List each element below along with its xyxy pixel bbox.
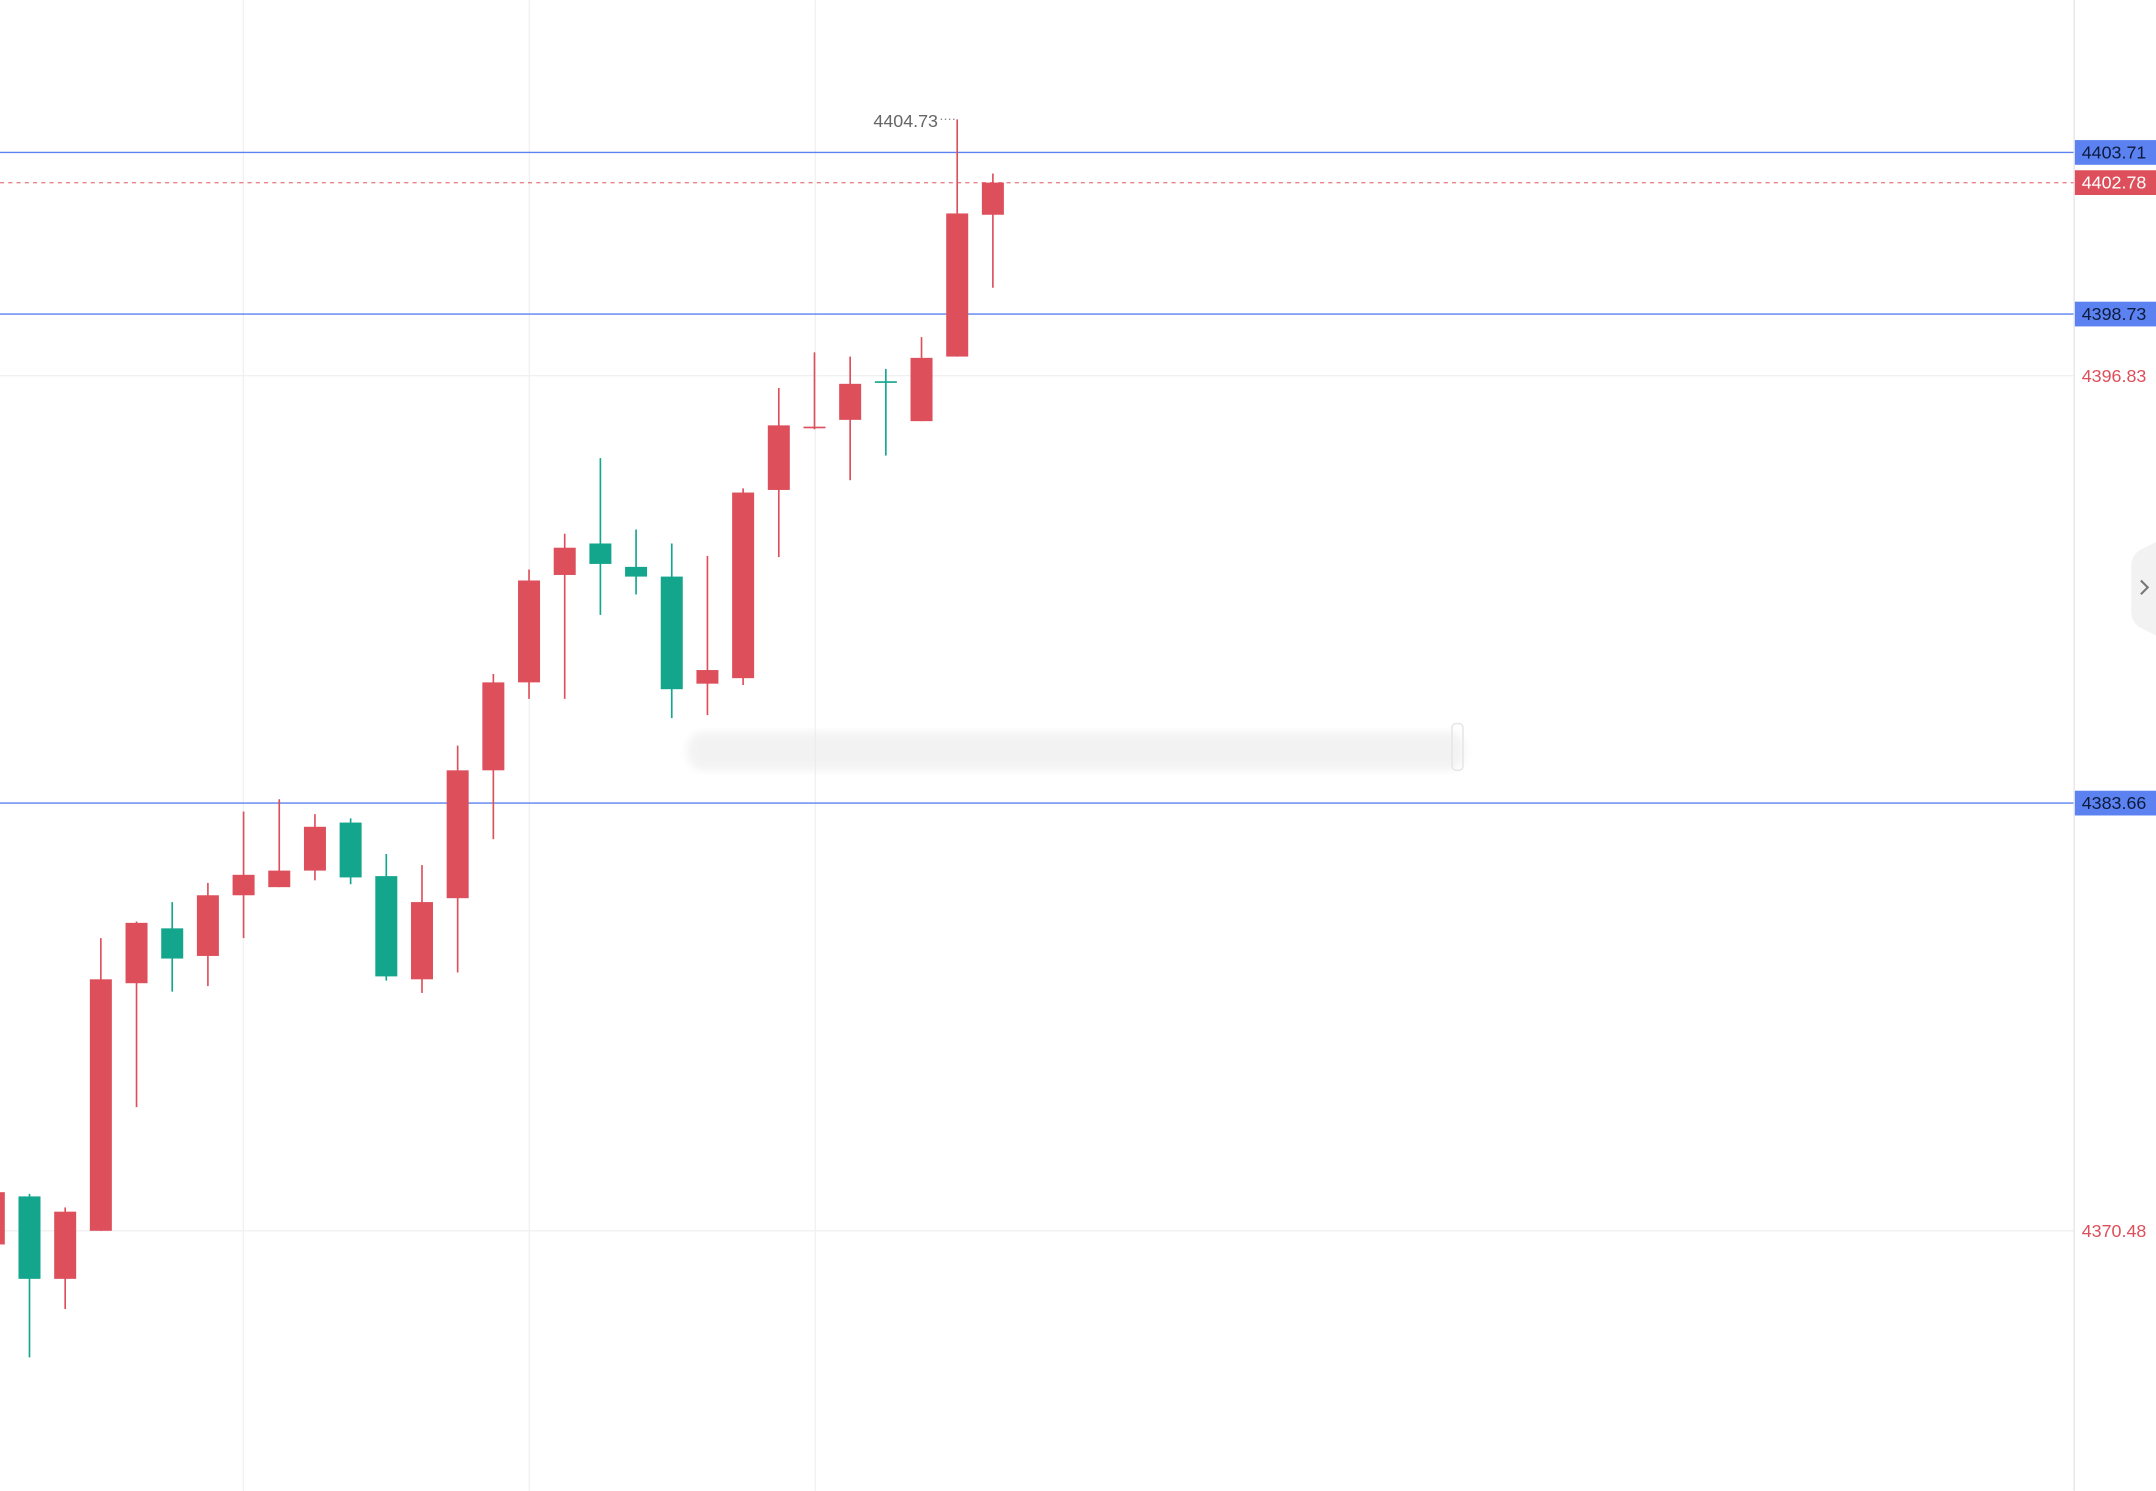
candle-body [553, 547, 576, 575]
scroll-indicator [687, 722, 1465, 771]
candle-body [946, 213, 969, 357]
candle-body [910, 357, 933, 422]
y-tick-label: 4370.48 [2082, 1221, 2147, 1241]
candle-body [446, 770, 469, 899]
candle-body [803, 426, 826, 429]
candle-body [196, 895, 219, 956]
candle-body [660, 576, 683, 690]
candle-body [696, 670, 719, 684]
candle-body [89, 979, 112, 1231]
candle-body [268, 870, 291, 888]
candle-body [54, 1211, 77, 1279]
candle-body [410, 902, 433, 980]
last-price-tag [2074, 170, 2156, 196]
price-lines [0, 151, 2074, 804]
price-line-tag [2074, 790, 2156, 816]
high-annotation: 4404.73 [873, 111, 938, 131]
candles [0, 119, 1004, 1358]
candle-body [375, 876, 398, 977]
last-price-label: 4402.78 [2082, 173, 2147, 193]
candle-body [732, 492, 755, 679]
candle-body [161, 928, 184, 959]
candle-body [625, 566, 648, 577]
price-line-label: 4403.71 [2082, 143, 2147, 163]
candle-body [303, 826, 326, 871]
side-tab-bg[interactable] [2131, 542, 2156, 636]
candle-body [18, 1196, 41, 1279]
price-line-tag [2074, 140, 2156, 165]
candle-body [232, 874, 255, 896]
scroll-bar-blur [687, 731, 1465, 771]
candle-body [0, 1192, 5, 1245]
candle-body [518, 580, 541, 683]
y-tick-label: 4396.83 [2082, 366, 2147, 386]
scroll-handle [1451, 722, 1464, 771]
price-line-label: 4383.66 [2082, 793, 2147, 813]
candle-body [339, 822, 362, 878]
candle-body [874, 381, 897, 383]
axis-labels: 4370.48 4396.83 4403.71 4398.73 4383.66 4402.… [873, 111, 2156, 1241]
price-line-tag [2074, 301, 2156, 327]
candle-body [839, 383, 862, 420]
candle-body [125, 922, 148, 984]
candle-body [589, 543, 612, 564]
price-line-label: 4398.73 [2082, 304, 2147, 324]
candle-body [767, 425, 790, 490]
chevron-icon[interactable] [2140, 579, 2150, 595]
candle-body [482, 682, 505, 771]
grid [0, 375, 2074, 1232]
side-tab[interactable] [2131, 542, 2156, 636]
candle-body [981, 182, 1004, 215]
